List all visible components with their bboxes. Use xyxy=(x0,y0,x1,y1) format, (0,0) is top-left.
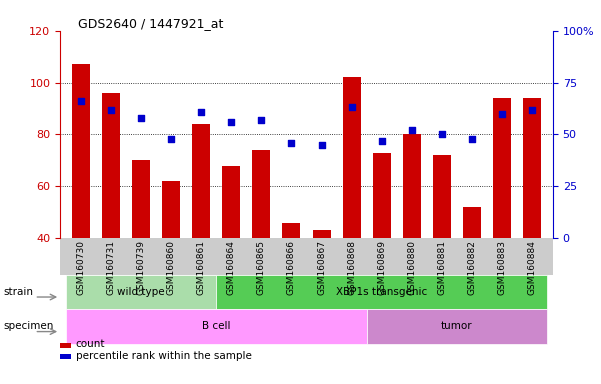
Bar xyxy=(252,150,270,238)
Point xyxy=(166,136,176,142)
Point xyxy=(347,104,356,111)
Bar xyxy=(132,161,150,238)
Text: XBP1s transgenic: XBP1s transgenic xyxy=(336,287,427,297)
Point xyxy=(407,127,416,133)
Text: GSM160865: GSM160865 xyxy=(257,240,266,295)
Text: GSM160861: GSM160861 xyxy=(197,240,206,295)
Bar xyxy=(282,223,300,238)
Bar xyxy=(373,152,391,238)
Point xyxy=(106,106,116,113)
Point xyxy=(437,131,447,137)
Text: tumor: tumor xyxy=(441,321,472,331)
Text: wild type: wild type xyxy=(117,287,165,297)
Point xyxy=(467,136,477,142)
Text: GSM160880: GSM160880 xyxy=(407,240,416,295)
Text: GSM160881: GSM160881 xyxy=(438,240,446,295)
Text: GSM160867: GSM160867 xyxy=(317,240,326,295)
Bar xyxy=(523,98,541,238)
Bar xyxy=(433,155,451,238)
Text: GSM160730: GSM160730 xyxy=(77,240,85,295)
Text: GSM160739: GSM160739 xyxy=(137,240,145,295)
Text: GSM160883: GSM160883 xyxy=(498,240,506,295)
Point xyxy=(287,140,296,146)
Point xyxy=(76,98,86,104)
Bar xyxy=(403,134,421,238)
Bar xyxy=(72,65,90,238)
Text: B cell: B cell xyxy=(202,321,231,331)
Text: GSM160864: GSM160864 xyxy=(227,240,236,295)
Text: GSM160882: GSM160882 xyxy=(468,240,476,295)
Bar xyxy=(192,124,210,238)
Point xyxy=(136,115,146,121)
Text: GSM160868: GSM160868 xyxy=(347,240,356,295)
Text: GSM160731: GSM160731 xyxy=(107,240,115,295)
Point xyxy=(197,109,206,115)
Bar xyxy=(102,93,120,238)
Bar xyxy=(463,207,481,238)
Bar xyxy=(493,98,511,238)
Point xyxy=(257,117,266,123)
Text: strain: strain xyxy=(3,287,33,297)
Text: GSM160884: GSM160884 xyxy=(528,240,536,295)
Bar xyxy=(313,230,331,238)
Text: GSM160866: GSM160866 xyxy=(287,240,296,295)
Text: GSM160869: GSM160869 xyxy=(377,240,386,295)
Point xyxy=(527,106,537,113)
Text: percentile rank within the sample: percentile rank within the sample xyxy=(76,351,252,361)
Text: count: count xyxy=(76,339,105,349)
Bar xyxy=(343,78,361,238)
Text: GDS2640 / 1447921_at: GDS2640 / 1447921_at xyxy=(78,17,224,30)
Point xyxy=(227,119,236,125)
Point xyxy=(377,137,386,144)
Point xyxy=(317,142,326,148)
Text: specimen: specimen xyxy=(3,321,53,331)
Text: GSM160860: GSM160860 xyxy=(167,240,175,295)
Bar xyxy=(222,166,240,238)
Bar xyxy=(162,181,180,238)
Point xyxy=(497,111,507,117)
